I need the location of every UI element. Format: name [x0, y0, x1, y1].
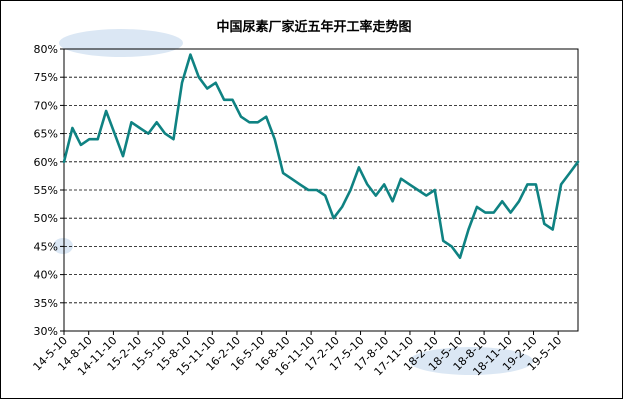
y-tick-label: 55% — [34, 184, 58, 197]
x-tick-labels: 14-5-1014-8-1014-11-1015-2-1015-5-1015-8… — [31, 334, 565, 379]
y-tick-label: 80% — [34, 43, 58, 56]
y-tick-label: 35% — [34, 297, 58, 310]
y-tick-labels: 30% 35% 40% 45% 50% 55% 60% 65% 70% 75% 80% — [34, 43, 58, 338]
watermark-logo-top — [59, 29, 183, 57]
chart-title: 中国尿素厂家近五年开工率走势图 — [216, 19, 411, 35]
watermark-logo-bottom — [409, 347, 533, 375]
y-tick-label: 50% — [34, 212, 58, 225]
watermark-group — [53, 29, 533, 375]
series-layer — [62, 53, 580, 260]
axes — [60, 48, 579, 335]
y-tick-label: 70% — [34, 99, 58, 112]
y-tick-label: 40% — [34, 269, 58, 282]
y-tick-label: 65% — [34, 128, 58, 141]
series-line — [62, 53, 580, 260]
grid-lines — [64, 76, 578, 304]
y-tick-label: 45% — [34, 240, 58, 253]
y-tick-label: 30% — [34, 325, 58, 338]
y-tick-label: 60% — [34, 156, 58, 169]
y-tick-label: 75% — [34, 71, 58, 84]
